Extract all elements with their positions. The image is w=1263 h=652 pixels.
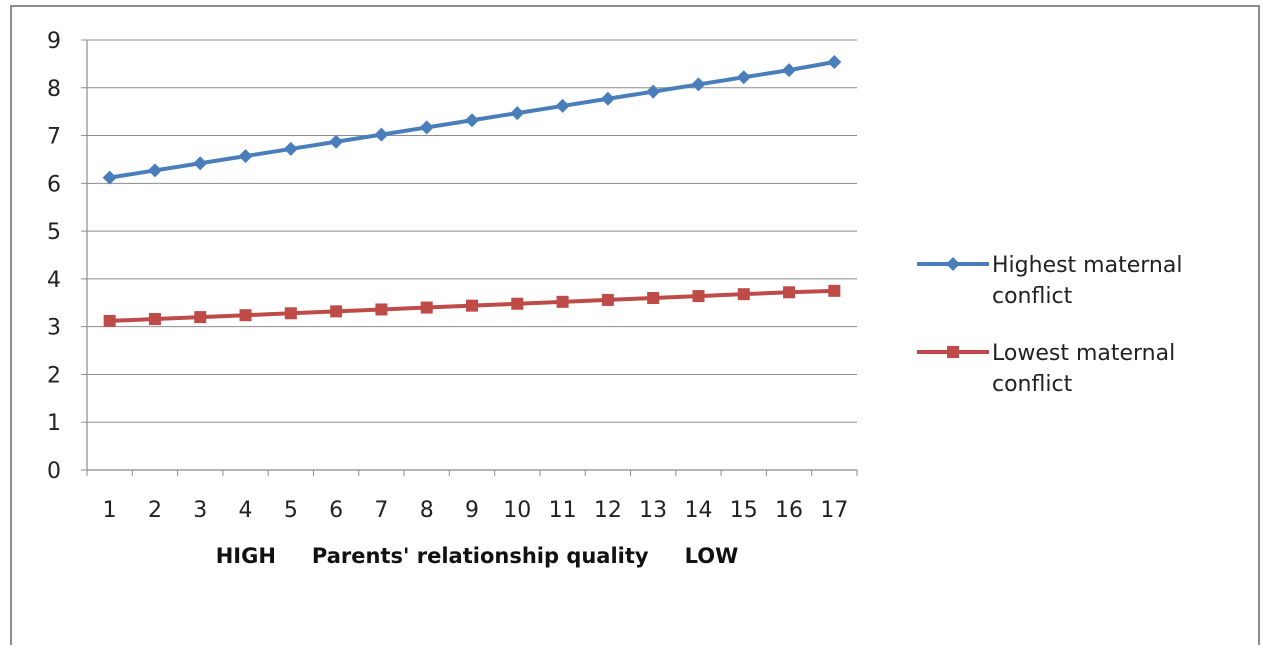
x-axis-title-part: LOW	[685, 544, 739, 568]
legend-label-2: Lowest maternal conflict	[992, 341, 1175, 397]
x-tick-label: 11	[549, 498, 577, 523]
x-tick-label: 14	[684, 498, 712, 523]
series-2-point	[420, 301, 433, 314]
series-1-point	[329, 134, 344, 149]
series-2-point	[692, 290, 705, 303]
series-1-point	[465, 113, 479, 128]
series-1-point	[782, 63, 797, 78]
legend-marker-2	[947, 346, 959, 358]
series-1-point	[646, 84, 661, 99]
series-2-point	[556, 295, 569, 308]
legend-label-line: conflict	[992, 372, 1073, 397]
y-tick-label: 7	[47, 125, 61, 150]
x-tick-label: 1	[103, 498, 117, 523]
series-2-point	[239, 309, 252, 322]
x-tick-label: 5	[284, 498, 298, 523]
x-axis-title-part: HIGH	[216, 544, 276, 568]
series-1-point	[736, 70, 751, 85]
legend-label-line: conflict	[992, 284, 1073, 309]
x-axis-title: HIGH Parents' relationship quality LOW	[216, 544, 739, 568]
series-1-point	[374, 127, 389, 142]
x-tick-label: 8	[420, 498, 434, 523]
y-tick-label: 8	[47, 77, 61, 102]
series-2-point	[828, 284, 841, 297]
x-tick-label: 16	[775, 498, 803, 523]
x-tick-label: 12	[594, 498, 622, 523]
series-2-point	[148, 313, 161, 326]
legend-label-line: Lowest maternal	[992, 341, 1175, 366]
y-tick-label: 5	[47, 220, 61, 245]
legend-label-1: Highest maternal conflict	[992, 253, 1182, 309]
series-1-point	[283, 141, 298, 156]
series-2-point	[103, 314, 116, 327]
y-tick-label: 2	[47, 363, 61, 388]
series-1-point	[555, 98, 570, 113]
chart-frame: 0 1 2 3 4 5 6 7 8 9 1 2 3 4 5 6 7 8 9 10 11 12 13 14 15 16 17 HIGH P…	[10, 5, 1260, 645]
x-tick-label: 7	[374, 498, 388, 523]
x-axis-title-part: Parents' relationship quality	[312, 544, 649, 568]
series-2-point	[511, 297, 524, 310]
y-tick-label: 6	[47, 172, 61, 197]
series-2-point	[375, 303, 388, 316]
series-2-point	[466, 299, 478, 312]
series-1-point	[102, 170, 117, 185]
y-tick-label: 3	[47, 316, 61, 341]
x-tick-label: 10	[503, 498, 531, 523]
x-tick-label: 2	[148, 498, 162, 523]
series-2-point	[601, 293, 614, 306]
x-tick-label: 6	[329, 498, 343, 523]
y-tick-label: 9	[47, 29, 61, 54]
x-tick-label: 9	[465, 498, 479, 523]
x-tick-label: 3	[193, 498, 207, 523]
series-1-point	[238, 149, 253, 164]
series-1-point	[147, 163, 162, 178]
series-2-point	[737, 288, 750, 301]
series-2-point	[647, 292, 660, 304]
x-tick-label: 13	[639, 498, 667, 523]
legend-label-line: Highest maternal	[992, 253, 1182, 278]
series-2-point	[194, 311, 207, 324]
y-tick-label: 0	[47, 459, 61, 484]
x-tick-label: 15	[730, 498, 758, 523]
series-2-point	[330, 305, 343, 318]
series-1-point	[419, 120, 434, 135]
series-1-point	[827, 54, 842, 69]
series-1-point	[691, 77, 706, 92]
series-1-point	[510, 106, 525, 121]
x-tick-label: 4	[239, 498, 253, 523]
series-1-point	[600, 91, 615, 106]
y-tick-label: 1	[47, 411, 61, 436]
x-tick-label: 17	[820, 498, 848, 523]
series-2-point	[783, 286, 796, 299]
series-1-point	[193, 156, 208, 171]
legend-marker-1	[946, 257, 960, 271]
series-2-point	[284, 307, 297, 320]
y-tick-label: 4	[47, 268, 61, 293]
